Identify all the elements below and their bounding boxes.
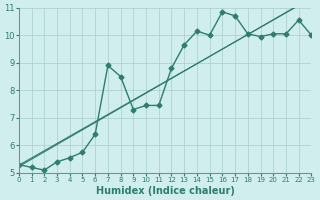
X-axis label: Humidex (Indice chaleur): Humidex (Indice chaleur) [96, 186, 235, 196]
